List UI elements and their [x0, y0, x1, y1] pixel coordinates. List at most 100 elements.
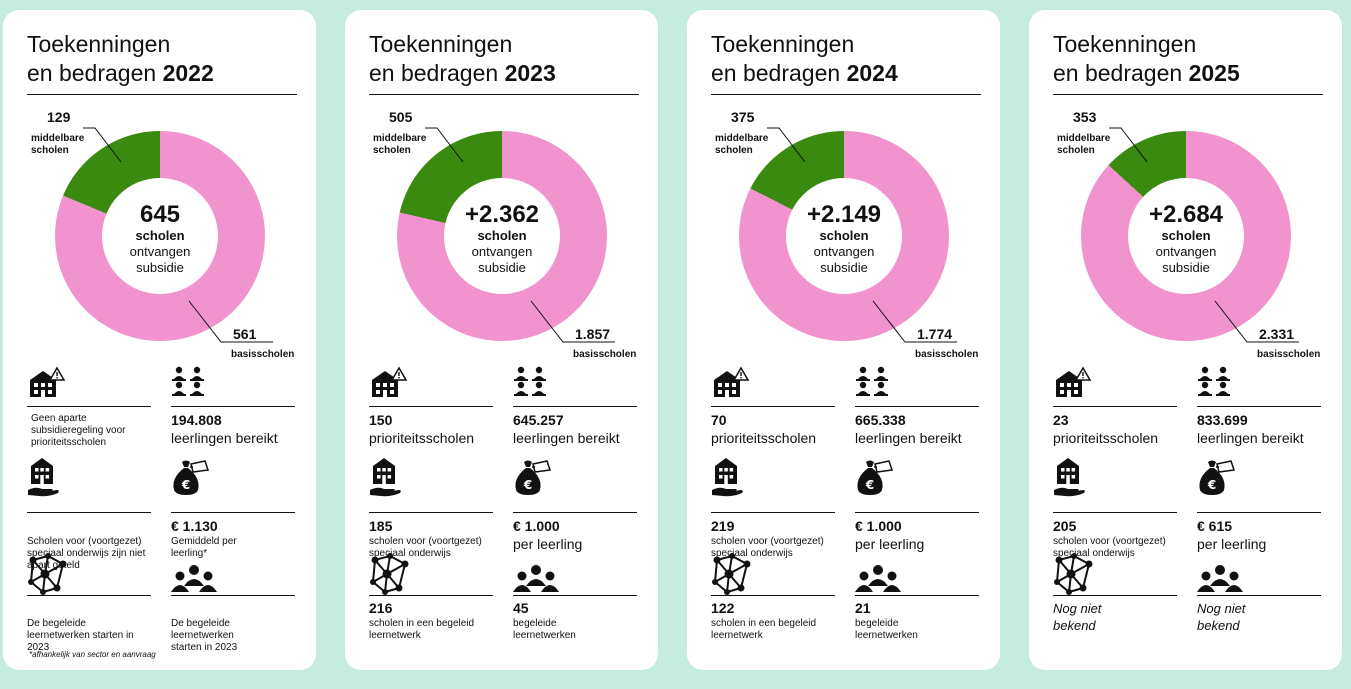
people-group-icon	[171, 565, 217, 592]
title-line-2: en bedragen 2025	[1053, 59, 1323, 88]
secondary-label-line-1: middelbare	[373, 133, 427, 144]
students-value: 665.338	[855, 412, 906, 428]
students-divider	[855, 406, 979, 407]
center-line-3: subsidie	[1162, 260, 1210, 275]
primary-leader	[530, 300, 615, 343]
network-pending: Nog niet bekend	[1053, 601, 1102, 633]
donut-center: +2.362 scholen ontvangen subsidie	[444, 178, 560, 294]
center-line-3: subsidie	[478, 260, 526, 275]
special-value: 219	[711, 518, 735, 534]
center-line-1: scholen	[477, 228, 527, 243]
students-text: leerlingen bereikt	[513, 430, 620, 446]
svg-text:€: €	[865, 478, 874, 492]
title-year: 2025	[1188, 60, 1240, 86]
secondary-label-line-1: middelbare	[715, 133, 769, 144]
donut-center: +2.149 scholen ontvangen subsidie	[786, 178, 902, 294]
school-hand-icon	[370, 458, 401, 497]
center-value: 645	[139, 201, 181, 228]
groups-note: begeleide leernetwerken	[513, 618, 576, 641]
amount-value: € 615	[1197, 518, 1233, 534]
students-divider	[513, 406, 637, 407]
students-icon	[514, 366, 546, 396]
special-note: scholen voor (voortgezet) speciaal onder…	[711, 536, 824, 559]
priority-value: 150	[369, 412, 393, 428]
amount-value: € 1.000	[855, 518, 902, 534]
priority-text: prioriteitsscholen	[711, 430, 817, 446]
students-divider	[171, 406, 295, 407]
network-divider	[711, 595, 835, 596]
secondary-count: 353	[1073, 109, 1097, 125]
priority-text: prioriteitsscholen	[1053, 430, 1159, 446]
title-line-2: en bedragen 2024	[711, 59, 981, 88]
title-text: en bedragen	[27, 60, 157, 86]
year-card-2024: Toekenningen en bedragen 2024 375 middel…	[687, 10, 1000, 670]
primary-count: 561	[233, 326, 257, 342]
center-line-2: ontvangen	[471, 244, 533, 259]
secondary-label-line-2: scholen	[31, 145, 69, 156]
footnote: *afhankelijk van sector en aanvraag	[29, 650, 156, 659]
primary-count: 1.774	[917, 326, 953, 342]
center-line-1: scholen	[819, 228, 869, 243]
leader-lines	[1109, 127, 1299, 343]
title-line-2: en bedragen 2023	[369, 59, 639, 88]
priority-divider	[369, 406, 493, 407]
priority-value: 70	[711, 412, 727, 428]
priority-divider	[1053, 406, 1177, 407]
priority-divider	[711, 406, 835, 407]
school-hand-icon	[712, 458, 743, 497]
amount-text: per leerling	[855, 536, 925, 552]
special-divider	[27, 512, 151, 513]
secondary-label-line-1: middelbare	[1057, 133, 1111, 144]
students-value: 833.699	[1197, 412, 1248, 428]
primary-label: basisscholen	[1257, 349, 1321, 360]
students-text: leerlingen bereikt	[1197, 430, 1304, 446]
card-title: Toekenningen en bedragen 2023	[369, 30, 639, 88]
title-line-2: en bedragen 2022	[27, 59, 297, 88]
title-divider	[711, 94, 981, 95]
groups-value: 21	[855, 600, 871, 616]
students-text: leerlingen bereikt	[171, 430, 278, 446]
card-title: Toekenningen en bedragen 2022	[27, 30, 297, 88]
donut-chart: +2.684 scholen ontvangen subsidie	[1081, 131, 1291, 341]
money-bag-icon: €	[857, 460, 893, 495]
groups-note: De begeleide leernetwerken starten in 20…	[171, 618, 238, 653]
leader-lines	[767, 127, 957, 343]
amount-note: Gemiddeld per leerling*	[171, 536, 237, 559]
secondary-label: middelbare scholen	[373, 133, 426, 157]
network-divider	[27, 595, 151, 596]
groups-divider	[171, 595, 295, 596]
title-divider	[1053, 94, 1323, 95]
groups-divider	[1197, 595, 1321, 596]
amount-divider	[855, 512, 979, 513]
network-icon	[712, 553, 751, 595]
school-warning-icon	[1056, 366, 1092, 397]
title-year: 2022	[162, 60, 214, 86]
card-title: Toekenningen en bedragen 2024	[711, 30, 981, 88]
secondary-label-line-1: middelbare	[31, 133, 85, 144]
center-line-3: subsidie	[136, 260, 184, 275]
leader-lines	[83, 127, 273, 343]
school-warning-icon	[714, 366, 750, 397]
secondary-label: middelbare scholen	[715, 133, 768, 157]
special-value: 205	[1053, 518, 1077, 534]
money-bag-icon: €	[515, 460, 551, 495]
center-line-2: ontvangen	[1155, 244, 1217, 259]
center-value: +2.684	[1148, 201, 1224, 228]
secondary-leader	[767, 127, 806, 163]
priority-text: prioriteitsscholen	[369, 430, 475, 446]
primary-leader	[1214, 300, 1299, 343]
priority-divider	[27, 406, 151, 407]
secondary-label: middelbare scholen	[1057, 133, 1110, 157]
secondary-label-line-2: scholen	[373, 145, 411, 156]
students-icon	[1198, 366, 1230, 396]
center-value: +2.362	[464, 201, 540, 228]
school-hand-icon	[1054, 458, 1085, 497]
special-divider	[711, 512, 835, 513]
center-line-2: ontvangen	[129, 244, 191, 259]
amount-divider	[513, 512, 637, 513]
network-note: scholen in een begeleid leernetwerk	[369, 618, 475, 641]
school-hand-icon	[28, 458, 59, 497]
network-note: scholen in een begeleid leernetwerk	[711, 618, 817, 641]
priority-value: 23	[1053, 412, 1069, 428]
donut-chart: +2.362 scholen ontvangen subsidie	[397, 131, 607, 341]
